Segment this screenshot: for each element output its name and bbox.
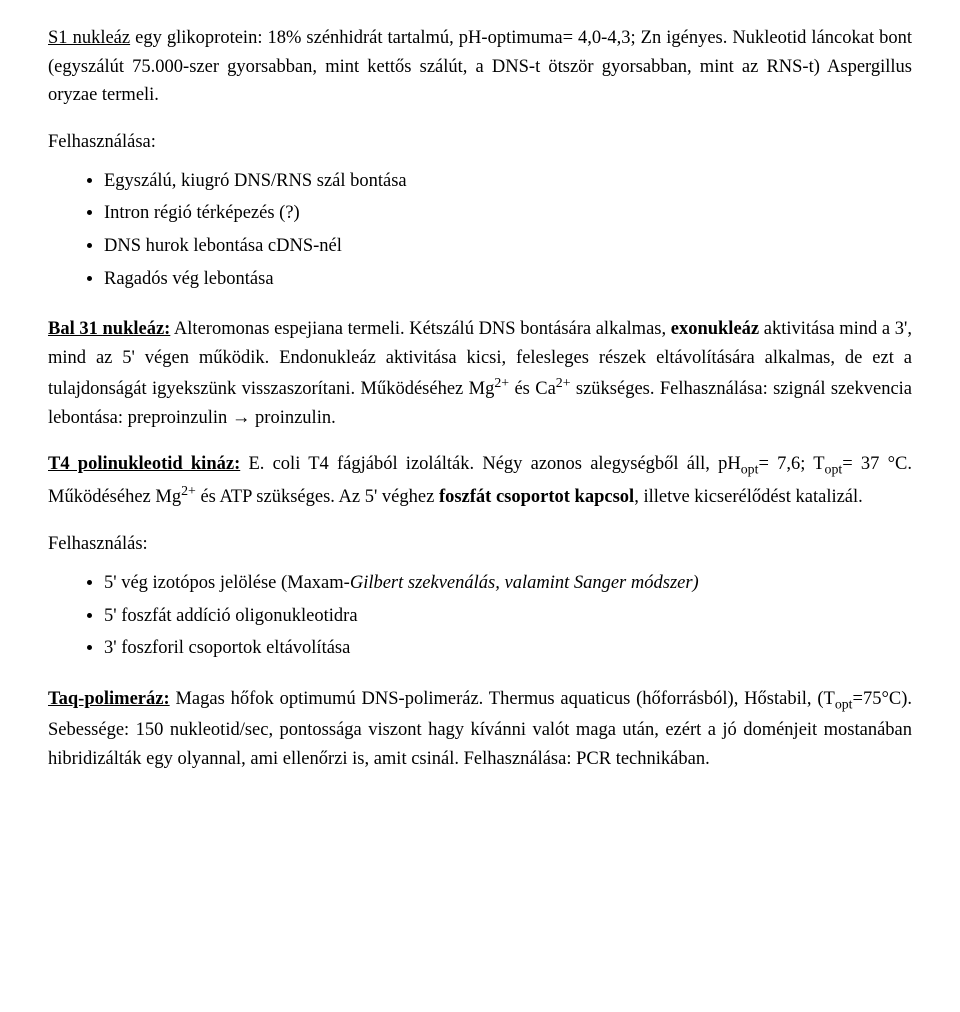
term-s1-nuklease: S1 nukleáz bbox=[48, 28, 130, 48]
text: E. coli T4 fágjából izolálták. Négy azon… bbox=[240, 454, 740, 474]
superscript: 2+ bbox=[181, 484, 196, 499]
label-felhasznalasa-1: Felhasználása: bbox=[48, 128, 912, 157]
list-item: 3' foszforil csoportok eltávolítása bbox=[104, 634, 912, 663]
superscript: 2+ bbox=[556, 376, 571, 391]
text: Magas hőfok optimumú DNS-polimeráz. Ther… bbox=[170, 689, 835, 709]
text: és ATP szükséges. Az 5' véghez bbox=[196, 488, 439, 508]
subscript: opt bbox=[835, 698, 853, 713]
list-felhasznalas-2: 5' vég izotópos jelölése (Maxam-Gilbert … bbox=[48, 569, 912, 663]
paragraph-s1-nuklease: S1 nukleáz egy glikoprotein: 18% szénhid… bbox=[48, 24, 912, 110]
paragraph-taq-polimeraz: Taq-polimeráz: Magas hőfok optimumú DNS-… bbox=[48, 685, 912, 774]
italic-text: -Gilbert szekvenálás, valamint Sanger mó… bbox=[344, 573, 699, 593]
text: , illetve kicserélődést katalizál. bbox=[634, 488, 863, 508]
paragraph-bal31: Bal 31 nukleáz: Alteromonas espejiana te… bbox=[48, 315, 912, 432]
term-taq-polimeraz: Taq-polimeráz: bbox=[48, 689, 170, 709]
superscript: 2+ bbox=[494, 376, 509, 391]
list-felhasznalasa-1: Egyszálú, kiugró DNS/RNS szál bontása In… bbox=[48, 167, 912, 294]
text: = 7,6; T bbox=[758, 454, 824, 474]
paragraph-t4-kinase: T4 polinukleotid kináz: E. coli T4 fágjá… bbox=[48, 450, 912, 512]
bold-foszfat: foszfát csoportot kapcsol bbox=[439, 488, 634, 508]
list-item: Intron régió térképezés (?) bbox=[104, 199, 912, 228]
subscript: opt bbox=[741, 463, 759, 478]
text: és Ca bbox=[509, 379, 556, 399]
label-felhasznalas-2: Felhasználás: bbox=[48, 530, 912, 559]
term-bal31-nuklease: Bal 31 nukleáz: bbox=[48, 319, 170, 339]
subscript: opt bbox=[825, 463, 843, 478]
list-item: DNS hurok lebontása cDNS-nél bbox=[104, 232, 912, 261]
list-item: 5' foszfát addíció oligonukleotidra bbox=[104, 602, 912, 631]
text: Alteromonas espejiana termeli. Kétszálú … bbox=[170, 319, 670, 339]
list-item: 5' vég izotópos jelölése (Maxam-Gilbert … bbox=[104, 569, 912, 598]
term-t4-kinase: T4 polinukleotid kináz: bbox=[48, 454, 240, 474]
text: egy glikoprotein: 18% szénhidrát tartalm… bbox=[48, 28, 912, 105]
arrow-icon: → bbox=[232, 408, 251, 428]
list-item: Ragadós vég lebontása bbox=[104, 265, 912, 294]
text: 5' vég izotópos jelölése (Maxam bbox=[104, 573, 344, 593]
text: proinzulin. bbox=[250, 408, 335, 428]
bold-exonuklease: exonukleáz bbox=[671, 319, 759, 339]
list-item: Egyszálú, kiugró DNS/RNS szál bontása bbox=[104, 167, 912, 196]
